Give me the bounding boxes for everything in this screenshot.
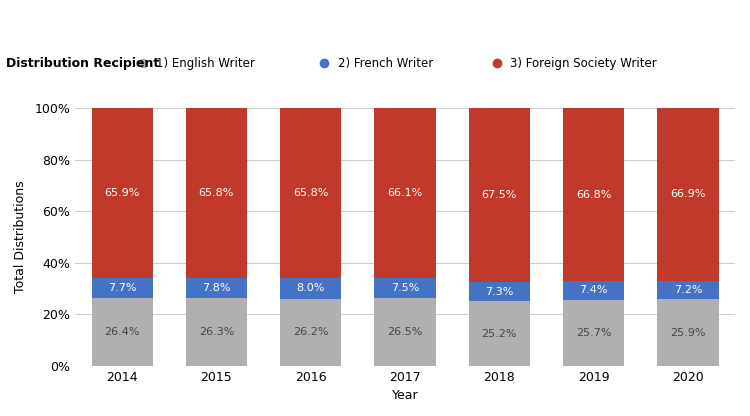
Text: 1) English Writer: 1) English Writer: [156, 57, 255, 70]
Text: 65.8%: 65.8%: [293, 188, 328, 198]
Text: 2) French Writer: 2) French Writer: [338, 57, 433, 70]
Text: 66.8%: 66.8%: [576, 190, 611, 200]
Bar: [657, 108, 718, 281]
Bar: [92, 298, 153, 366]
Text: 26.2%: 26.2%: [293, 327, 328, 337]
Text: 7.2%: 7.2%: [674, 285, 702, 295]
Bar: [92, 278, 153, 298]
Bar: [469, 108, 530, 282]
Bar: [186, 109, 247, 278]
Text: 66.1%: 66.1%: [387, 188, 423, 198]
Text: 7.8%: 7.8%: [202, 283, 231, 293]
Text: Traditional Media: Distributions to SOCAN Writers by Language vs Foreign Society: Traditional Media: Distributions to SOCA…: [6, 17, 567, 30]
Text: 7.5%: 7.5%: [391, 283, 419, 293]
Bar: [92, 108, 153, 278]
Text: 67.5%: 67.5%: [482, 190, 517, 200]
Text: 25.7%: 25.7%: [576, 328, 611, 338]
X-axis label: Year: Year: [392, 389, 418, 403]
Text: 66.9%: 66.9%: [670, 189, 706, 199]
Bar: [374, 278, 436, 298]
Text: 26.5%: 26.5%: [387, 327, 423, 337]
Text: 7.3%: 7.3%: [485, 287, 514, 297]
Bar: [563, 300, 624, 366]
Bar: [563, 281, 624, 300]
Bar: [280, 299, 341, 366]
Bar: [374, 108, 436, 278]
Bar: [280, 278, 341, 299]
Bar: [469, 282, 530, 301]
Bar: [469, 301, 530, 366]
Bar: [374, 298, 436, 366]
Bar: [280, 108, 341, 278]
Text: 25.9%: 25.9%: [670, 328, 706, 338]
Text: 8.0%: 8.0%: [296, 283, 325, 293]
Text: 7.4%: 7.4%: [579, 285, 608, 295]
Bar: [186, 278, 247, 298]
Text: 3) Foreign Society Writer: 3) Foreign Society Writer: [510, 57, 657, 70]
Bar: [186, 298, 247, 366]
Text: 7.7%: 7.7%: [108, 283, 136, 293]
Text: Distribution Recipient: Distribution Recipient: [6, 57, 159, 70]
Bar: [657, 281, 718, 299]
Bar: [563, 109, 624, 281]
Text: 26.3%: 26.3%: [199, 327, 234, 337]
Text: 26.4%: 26.4%: [104, 327, 140, 337]
Text: 25.2%: 25.2%: [482, 329, 517, 339]
Text: 65.9%: 65.9%: [104, 188, 140, 198]
Y-axis label: Total Distributions: Total Distributions: [14, 181, 27, 293]
Bar: [657, 299, 718, 366]
Text: 65.8%: 65.8%: [199, 188, 234, 198]
